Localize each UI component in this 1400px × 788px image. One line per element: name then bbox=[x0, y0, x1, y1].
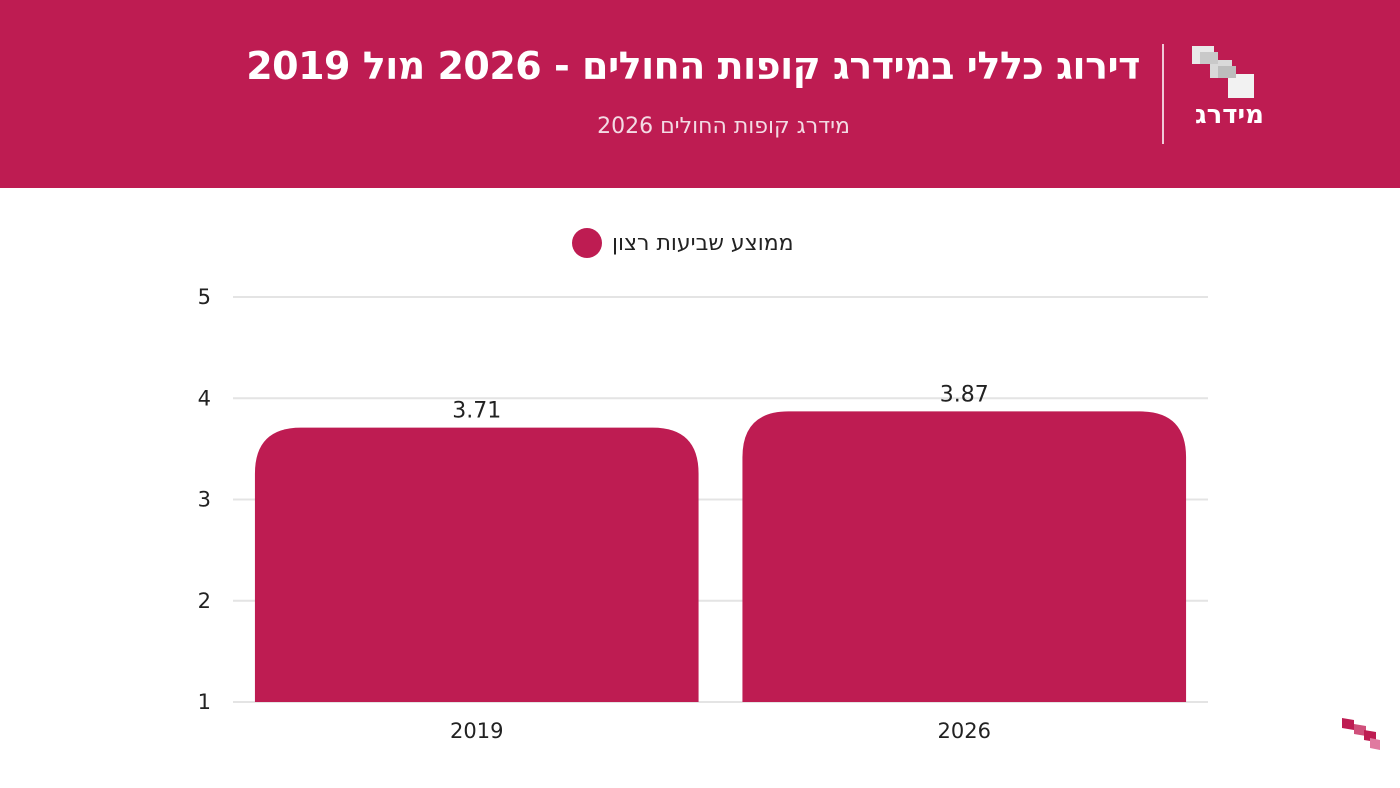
x-tick-label: 2026 bbox=[938, 719, 991, 743]
y-tick-label: 4 bbox=[198, 386, 211, 410]
y-tick-label: 2 bbox=[198, 589, 211, 613]
y-tick-label: 3 bbox=[198, 488, 211, 512]
legend-label: ממוצע שביעות רצון bbox=[612, 230, 794, 256]
bars bbox=[254, 411, 1187, 702]
legend-swatch bbox=[572, 228, 602, 258]
logo-text: מידרג bbox=[1194, 100, 1264, 130]
bar-2019 bbox=[254, 427, 699, 702]
chart-title: דירוג כללי במידרג קופות החולים - 2026 מו… bbox=[246, 44, 1140, 88]
y-tick-label: 5 bbox=[198, 285, 211, 309]
logo-squares-icon bbox=[1192, 46, 1254, 98]
x-tick-label: 2019 bbox=[450, 719, 503, 743]
y-tick-label: 1 bbox=[198, 690, 211, 714]
labels: 1 2 3 4 5 3.71 2019 3.87 2026 bbox=[198, 285, 991, 743]
header-banner: דירוג כללי במידרג קופות החולים - 2026 מו… bbox=[0, 0, 1400, 188]
chart-legend: ממוצע שביעות רצון bbox=[572, 226, 794, 260]
chart-subtitle: מידרג קופות החולים 2026 bbox=[597, 114, 850, 139]
data-label: 3.87 bbox=[940, 382, 989, 407]
logo-divider bbox=[1162, 44, 1164, 144]
data-label: 3.71 bbox=[452, 399, 501, 424]
brand-logo: מידרג bbox=[1168, 42, 1268, 142]
bar-2026 bbox=[742, 411, 1187, 702]
corner-logo-icon bbox=[1342, 718, 1380, 750]
